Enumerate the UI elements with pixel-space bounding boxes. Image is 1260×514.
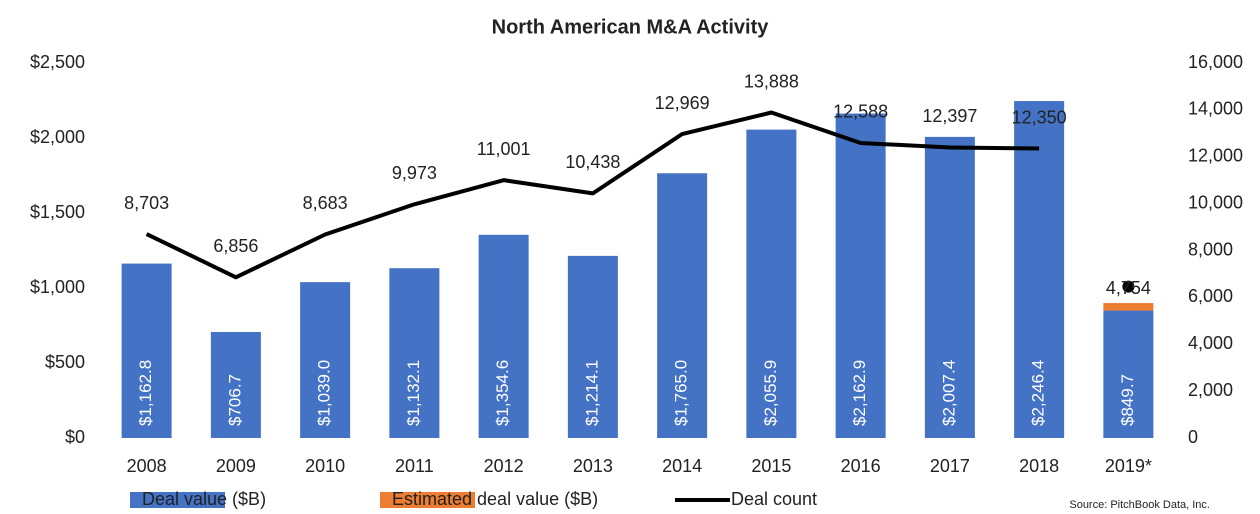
dot-value-label: 4,754 [1106,278,1151,298]
x-tick-label: 2015 [751,456,791,476]
line-value-label: 13,888 [744,71,799,91]
bar [300,282,351,438]
line-value-label: 12,588 [833,102,888,122]
line-value-label: 12,397 [922,106,977,126]
x-tick-label: 2011 [395,456,434,476]
line-value-label: 6,856 [213,236,258,256]
x-tick-label: 2018 [1019,456,1059,476]
source: Source: PitchBook Data, Inc. [1069,499,1210,511]
line [145,110,1040,280]
bar [1103,310,1154,438]
bar [657,173,708,438]
line-value-label: 11,001 [477,139,531,159]
bar-value-label: $1,162.8 [136,360,155,426]
x-tick-label: 2012 [484,456,524,476]
bar-value-label: $1,039.0 [315,360,334,426]
line-value-label: 8,683 [303,193,348,213]
y2-tick-label: 14,000 [1188,99,1243,119]
chart-title: North American M&A Activity [492,16,770,38]
x-tick-label: 2019* [1105,456,1152,476]
y2-tick-label: 2,000 [1188,380,1233,400]
x-tick-label: 2016 [841,456,881,476]
bar [389,268,440,438]
y2-tick-label: 0 [1188,427,1198,447]
y-tick-label: $2,000 [30,127,85,147]
bar-value-label: $1,214.1 [582,360,601,426]
bar [835,113,886,438]
bar-value-label: $1,354.6 [493,360,512,426]
line-value-label: 12,350 [1012,107,1067,127]
x-tick-label: 2013 [573,456,613,476]
bar-value-label: $849.7 [1118,374,1137,426]
bar-value-label: $2,162.9 [850,360,869,426]
y-tick-label: $0 [65,427,85,447]
stacked-bar [1103,303,1154,311]
y2-tick-label: 16,000 [1188,52,1243,72]
bar [1014,101,1065,438]
legend-swatch [380,492,475,508]
bar-value-label: $2,246.4 [1029,360,1048,426]
dot [1122,280,1135,293]
bar [924,136,975,438]
bar [746,129,797,439]
bar-value-label: $1,765.0 [672,360,691,426]
bar-value-label: $1,132.1 [404,360,423,426]
y-tick-label: $1,500 [30,202,85,222]
y2-tick-label: 10,000 [1188,192,1243,212]
bar [567,255,618,438]
x-tick-label: 2014 [662,456,702,476]
y2-tick-label: 4,000 [1188,333,1233,353]
y2-tick-label: 8,000 [1188,239,1233,259]
line-value-label: 8,703 [124,193,169,213]
bar [121,263,172,438]
legend-swatch [130,492,225,508]
bar-value-label: $2,007.4 [939,360,958,426]
x-tick-label: 2008 [127,456,167,476]
legend-label: Deal value ($B) [142,489,266,509]
x-tick-label: 2009 [216,456,256,476]
x-tick-label: 2017 [930,456,970,476]
bar [210,331,261,438]
y2-tick-label: 6,000 [1188,286,1233,306]
legend-label: Estimated deal value ($B) [392,489,598,509]
y-tick-label: $2,500 [30,52,85,72]
bar-value-label: $2,055.9 [761,360,780,426]
x-tick-label: 2010 [305,456,345,476]
line-value-label: 12,969 [655,93,710,113]
legend-label: Deal count [731,489,817,509]
bar-value-label: $706.7 [225,374,244,426]
y-tick-label: $1,000 [30,277,85,297]
line-value-label: 9,973 [392,163,437,183]
y-tick-label: $500 [45,352,85,372]
bar [478,234,529,438]
line-value-label: 10,438 [565,152,620,172]
y2-tick-label: 12,000 [1188,146,1243,166]
